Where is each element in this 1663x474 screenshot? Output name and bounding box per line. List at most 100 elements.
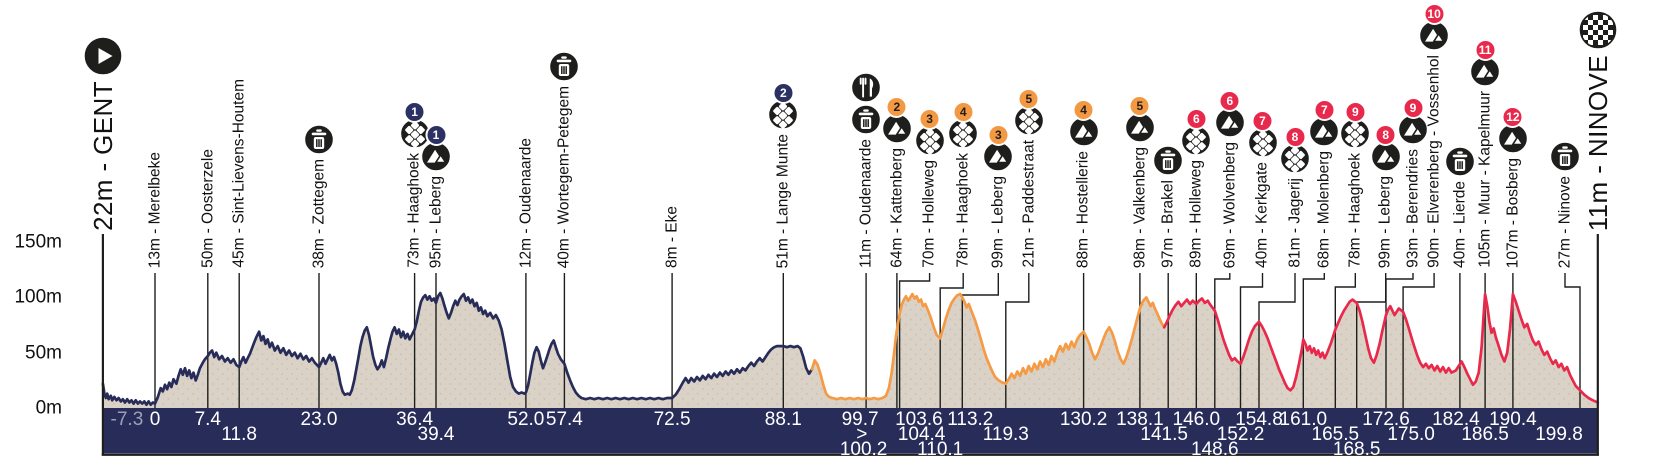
mountain-icon xyxy=(1418,20,1450,51)
waypoint-marker: 11m - NINOVE xyxy=(1578,9,1618,231)
climb-number-badge: 5 xyxy=(1017,88,1040,111)
waypoint-stem xyxy=(961,273,999,408)
waypoint-marker: 8 99m - Leberg xyxy=(1370,123,1401,268)
x-axis-tick: 161.0 xyxy=(1279,409,1328,430)
waypoint-label: 64m - Kattenberg xyxy=(888,148,906,268)
x-axis-tick: 23.0 xyxy=(300,409,338,430)
trash-icon xyxy=(1444,146,1476,177)
waypoint-stem xyxy=(1334,273,1356,408)
mountain-icon xyxy=(1370,141,1401,172)
x-axis-tick: 99.7 xyxy=(841,409,879,430)
x-axis-tick: 148.6 xyxy=(1191,439,1239,460)
y-axis-label: 0m xyxy=(35,397,62,419)
x-axis-tick: 110.1 xyxy=(917,439,964,460)
waypoint-marker: 40m - Wortegem-Petegem xyxy=(549,50,580,268)
waypoint-label: 70m - Holleweg xyxy=(920,160,938,268)
waypoint-label: 51m - Lange Munte xyxy=(774,133,792,268)
waypoint-label: 69m - Wolvenberg xyxy=(1221,141,1239,268)
waypoint-label: 22m - GENT xyxy=(87,81,118,231)
x-axis-tick: 104.4 xyxy=(897,424,946,445)
waypoint-label: 78m - Haaghoek xyxy=(954,153,972,268)
climb-number-badge: 6 xyxy=(1218,89,1241,112)
climb-number-badge: 9 xyxy=(1402,97,1424,120)
trash-icon xyxy=(1549,141,1581,172)
waypoint-label: 40m - Wortegem-Petegem xyxy=(555,85,573,268)
waypoint-stem xyxy=(898,273,931,408)
waypoint-marker: 5 21m - Paddestraat xyxy=(1013,88,1044,268)
mountain-icon xyxy=(420,141,452,172)
waypoint-label: 90m - Elverenberg - Vossenhol xyxy=(1425,55,1443,268)
waypoint-marker: 4 88m - Hostellerie xyxy=(1068,98,1099,268)
waypoint-marker: 6 89m - Holleweg xyxy=(1181,108,1212,268)
cobbles-icon xyxy=(1340,118,1371,150)
x-axis-tick: 175.0 xyxy=(1387,424,1435,445)
climb-number-badge: 3 xyxy=(987,123,1010,146)
waypoint-marker: 6 69m - Wolvenberg xyxy=(1214,89,1245,268)
waypoint-label: 13m - Merelbeke xyxy=(146,151,164,268)
waypoint-label: 105m - Muur - Kapelmuur xyxy=(1476,91,1494,268)
x-axis-tick: 186.5 xyxy=(1461,424,1509,445)
waypoint-stem xyxy=(1239,273,1264,408)
waypoint-label: 78m - Haaghoek xyxy=(1346,153,1364,268)
waypoint-marker: 97m - Brakel xyxy=(1152,144,1184,268)
waypoint-label: 8m - Eke xyxy=(663,205,681,268)
waypoint-marker: 45m - Sint-Lievens-Houtem xyxy=(230,75,247,268)
waypoint-stem xyxy=(1258,273,1296,408)
waypoint-marker: 2 51m - Lange Munte xyxy=(768,81,799,268)
climb-number-badge: 10 xyxy=(1423,3,1446,26)
waypoint-label: 81m - Jagerij xyxy=(1286,178,1304,268)
trash-icon xyxy=(303,123,335,155)
waypoint-marker: 12 107m - Bosberg xyxy=(1497,105,1529,268)
waypoint-marker: 7 68m - Molenberg xyxy=(1309,98,1340,268)
waypoint-label: 12m - Oudenaarde xyxy=(517,137,535,268)
waypoint-label: 27m - Ninove xyxy=(1556,175,1574,268)
climb-number-badge: 5 xyxy=(1128,94,1151,117)
climb-number-badge: 11 xyxy=(1474,39,1497,62)
x-axis-tick: 199.8 xyxy=(1535,424,1583,445)
climb-number-badge: 9 xyxy=(1344,101,1367,124)
waypoint-label: 99m - Leberg xyxy=(1376,175,1394,268)
profile-line-finale-section xyxy=(1162,292,1600,404)
climb-number-badge: 1 xyxy=(425,123,447,146)
x-axis-tick: 138.1 xyxy=(1116,409,1164,430)
profile-line-middle-section xyxy=(810,292,1166,401)
waypoint-marker: 8m - Eke xyxy=(663,202,681,268)
x-axis-tick: -7.3 xyxy=(110,409,144,430)
food-icon xyxy=(850,72,882,103)
cobbles-icon xyxy=(1247,127,1278,158)
waypoint-marker: 22m - GENT xyxy=(83,35,123,231)
x-axis-tick: 52.0 xyxy=(507,409,545,430)
trash-icon xyxy=(850,104,882,135)
waypoint-label: 21m - Paddestraat xyxy=(1020,140,1038,268)
mountain-icon xyxy=(1068,116,1099,147)
x-axis-tick: > xyxy=(856,424,868,445)
waypoint-label: 38m - Zottegem xyxy=(310,158,328,268)
waypoint-stem xyxy=(1385,273,1414,408)
x-axis-tick: 141.5 xyxy=(1140,424,1188,445)
finish-icon xyxy=(1578,10,1618,50)
cobbles-icon xyxy=(1013,105,1044,137)
waypoint-stem xyxy=(1214,273,1231,408)
waypoint-label: 11m - NINOVE xyxy=(1582,54,1613,231)
waypoint-label: 88m - Hostellerie xyxy=(1074,150,1092,268)
waypoint-marker: 10 90m - Elverenberg - Vossenhol xyxy=(1418,3,1450,268)
trash-icon xyxy=(1152,145,1184,176)
climb-number-badge: 7 xyxy=(1313,98,1336,121)
waypoint-label: 98m - Valkenberg xyxy=(1131,146,1149,268)
mountain-icon xyxy=(1469,56,1501,88)
climb-number-badge: 8 xyxy=(1374,123,1397,146)
x-axis-tick: 190.4 xyxy=(1489,409,1537,430)
x-axis-tick: 11.8 xyxy=(221,424,257,445)
climb-number-badge: 1 xyxy=(403,101,426,124)
waypoint-marker: 5 98m - Valkenberg xyxy=(1124,94,1156,268)
climb-number-badge: 6 xyxy=(1185,108,1208,131)
waypoint-label: 40m - Lierde xyxy=(1451,180,1469,268)
waypoint-marker: 13m - Merelbeke xyxy=(146,148,164,268)
waypoint-label: 99m - Leberg xyxy=(989,175,1007,268)
waypoint-label: 11m - Oudenaarde xyxy=(857,139,875,268)
climb-number-badge: 4 xyxy=(1072,98,1095,121)
x-axis-tick: 165.5 xyxy=(1311,424,1360,445)
climb-number-badge: 12 xyxy=(1501,105,1524,128)
